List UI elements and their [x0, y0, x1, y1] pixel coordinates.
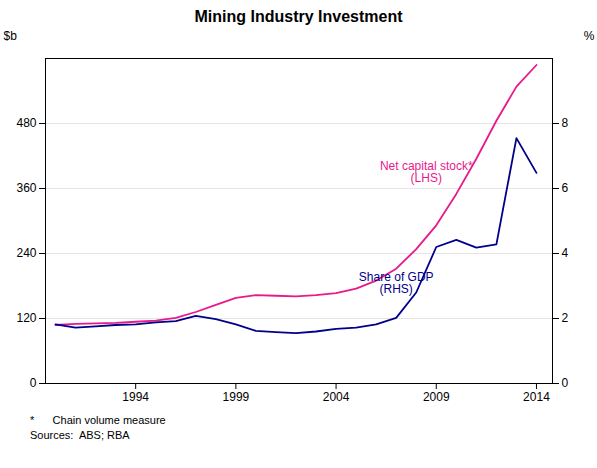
- svg-text:8: 8: [562, 116, 569, 130]
- svg-text:1994: 1994: [122, 390, 149, 404]
- svg-text:0: 0: [30, 376, 37, 390]
- svg-text:%: %: [584, 29, 595, 43]
- svg-text:Share of GDP(RHS): Share of GDP(RHS): [359, 270, 434, 296]
- svg-text:120: 120: [16, 311, 36, 325]
- svg-text:1999: 1999: [223, 390, 250, 404]
- svg-text:$b: $b: [4, 29, 18, 43]
- svg-text:6: 6: [562, 181, 569, 195]
- svg-text:2009: 2009: [423, 390, 450, 404]
- svg-text:240: 240: [16, 246, 36, 260]
- svg-text:360: 360: [16, 181, 36, 195]
- svg-text:480: 480: [16, 116, 36, 130]
- html-text:Mining Industry Investment: Mining Industry Investment: [194, 8, 403, 25]
- html-text:Sources: ABS; RBA: Sources: ABS; RBA: [30, 429, 130, 441]
- html-text:* Chain volume measure: * Chain volume measure: [30, 414, 166, 426]
- svg-text:4: 4: [562, 246, 569, 260]
- svg-text:0: 0: [562, 376, 569, 390]
- svg-text:Net capital stock*(LHS): Net capital stock*(LHS): [380, 159, 473, 185]
- svg-text:2014: 2014: [523, 390, 550, 404]
- svg-text:2: 2: [562, 311, 569, 325]
- svg-text:2004: 2004: [323, 390, 350, 404]
